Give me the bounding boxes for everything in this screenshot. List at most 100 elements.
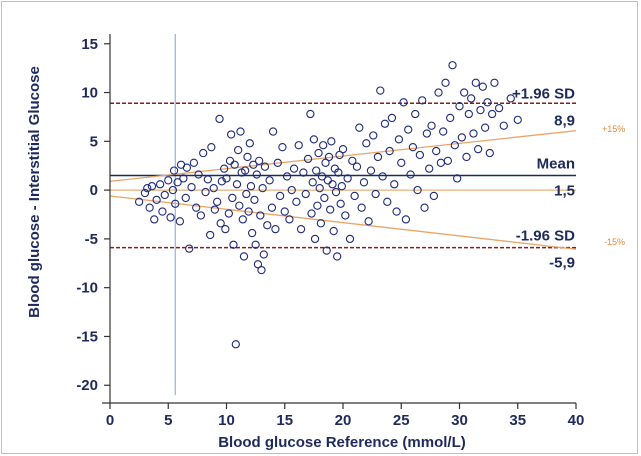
reference-lines [109,34,577,395]
data-point [427,121,436,130]
y-tick-label: -15 [76,328,98,345]
data-point [307,209,316,218]
data-point [271,224,280,234]
data-point [292,197,301,206]
y-tick-label: 5 [90,133,98,150]
data-point [259,250,268,259]
data-point [413,185,422,195]
data-point [209,184,218,193]
data-point [268,127,278,136]
data-point [224,209,233,218]
data-point [378,172,387,181]
x-tick-label: 5 [164,412,172,429]
data-point [173,178,182,187]
data-point [397,158,406,167]
data-point [387,113,397,123]
data-point [267,203,277,212]
data-point [328,180,337,189]
upper-loa-value: 8,9 [554,112,575,129]
data-point [280,207,289,216]
data-point [145,203,154,212]
data-point [439,127,448,136]
data-point [243,152,252,162]
data-point [401,215,411,224]
data-point [260,162,270,171]
data-point [150,215,159,224]
y-tick-label: 0 [90,182,98,199]
data-point [254,156,264,165]
data-point [460,88,469,97]
data-point [213,197,222,206]
data-point [215,114,224,124]
data-point [257,265,266,275]
lower-loa-value: -5,9 [549,255,575,272]
data-point [362,139,371,148]
data-point [371,189,380,199]
data-point [338,144,348,154]
data-point [231,340,240,349]
data-point [147,182,157,191]
data-point [252,170,261,179]
data-point [513,115,522,125]
data-point [210,205,219,214]
minus-15-percent-line [109,195,577,250]
data-point [239,252,249,261]
data-point [275,191,285,201]
data-point [194,170,203,179]
data-point [265,176,274,185]
data-point [245,139,254,148]
upper-loa-label: +1.96 SD [512,85,575,102]
data-point [294,141,303,150]
data-point [329,226,338,236]
data-point [282,172,292,181]
data-point [450,141,459,150]
data-point [199,148,208,158]
data-point [425,164,434,173]
data-point [336,199,345,208]
data-point [406,170,415,179]
data-point [244,207,253,216]
data-point [453,174,462,183]
y-tick-label: 15 [81,36,98,53]
data-point [182,163,192,172]
data-point [250,195,259,205]
data-point [343,174,352,183]
x-tick-label: 20 [335,412,352,429]
data-point [230,160,239,169]
data-point [273,158,282,167]
data-point [335,150,344,160]
data-point [455,102,464,111]
data-point [206,230,215,240]
data-point [327,137,336,146]
axes [102,34,577,409]
data-point [324,152,334,162]
data-point [326,205,335,214]
data-point [315,184,324,193]
data-point [383,197,392,206]
x-tick-label: 40 [568,412,585,429]
x-tick-label: 35 [509,412,526,429]
lower-loa-label: -1.96 SD [516,228,575,245]
data-point [258,184,267,193]
data-point [350,191,359,201]
data-point [192,203,201,212]
data-point [415,150,425,160]
y-tick-label: 10 [81,85,98,102]
x-tick-label: 30 [451,412,468,429]
y-tick-label: -20 [76,377,98,394]
data-point [359,178,369,187]
data-point [203,175,213,184]
data-point [462,152,471,162]
annotations: +1.96 SD 8,9 Mean 1,5 -1.96 SD -5,9 +15% -15% [512,85,625,271]
data-point [420,203,429,212]
data-point [152,195,161,205]
data-point [394,135,404,144]
data-point [155,180,165,189]
data-point [309,135,319,144]
minus-15-percent-label: -15% [604,237,625,247]
data-point [221,224,230,234]
data-point [181,193,190,203]
data-point [469,129,478,138]
data-point [385,146,394,156]
data-point [169,166,179,175]
